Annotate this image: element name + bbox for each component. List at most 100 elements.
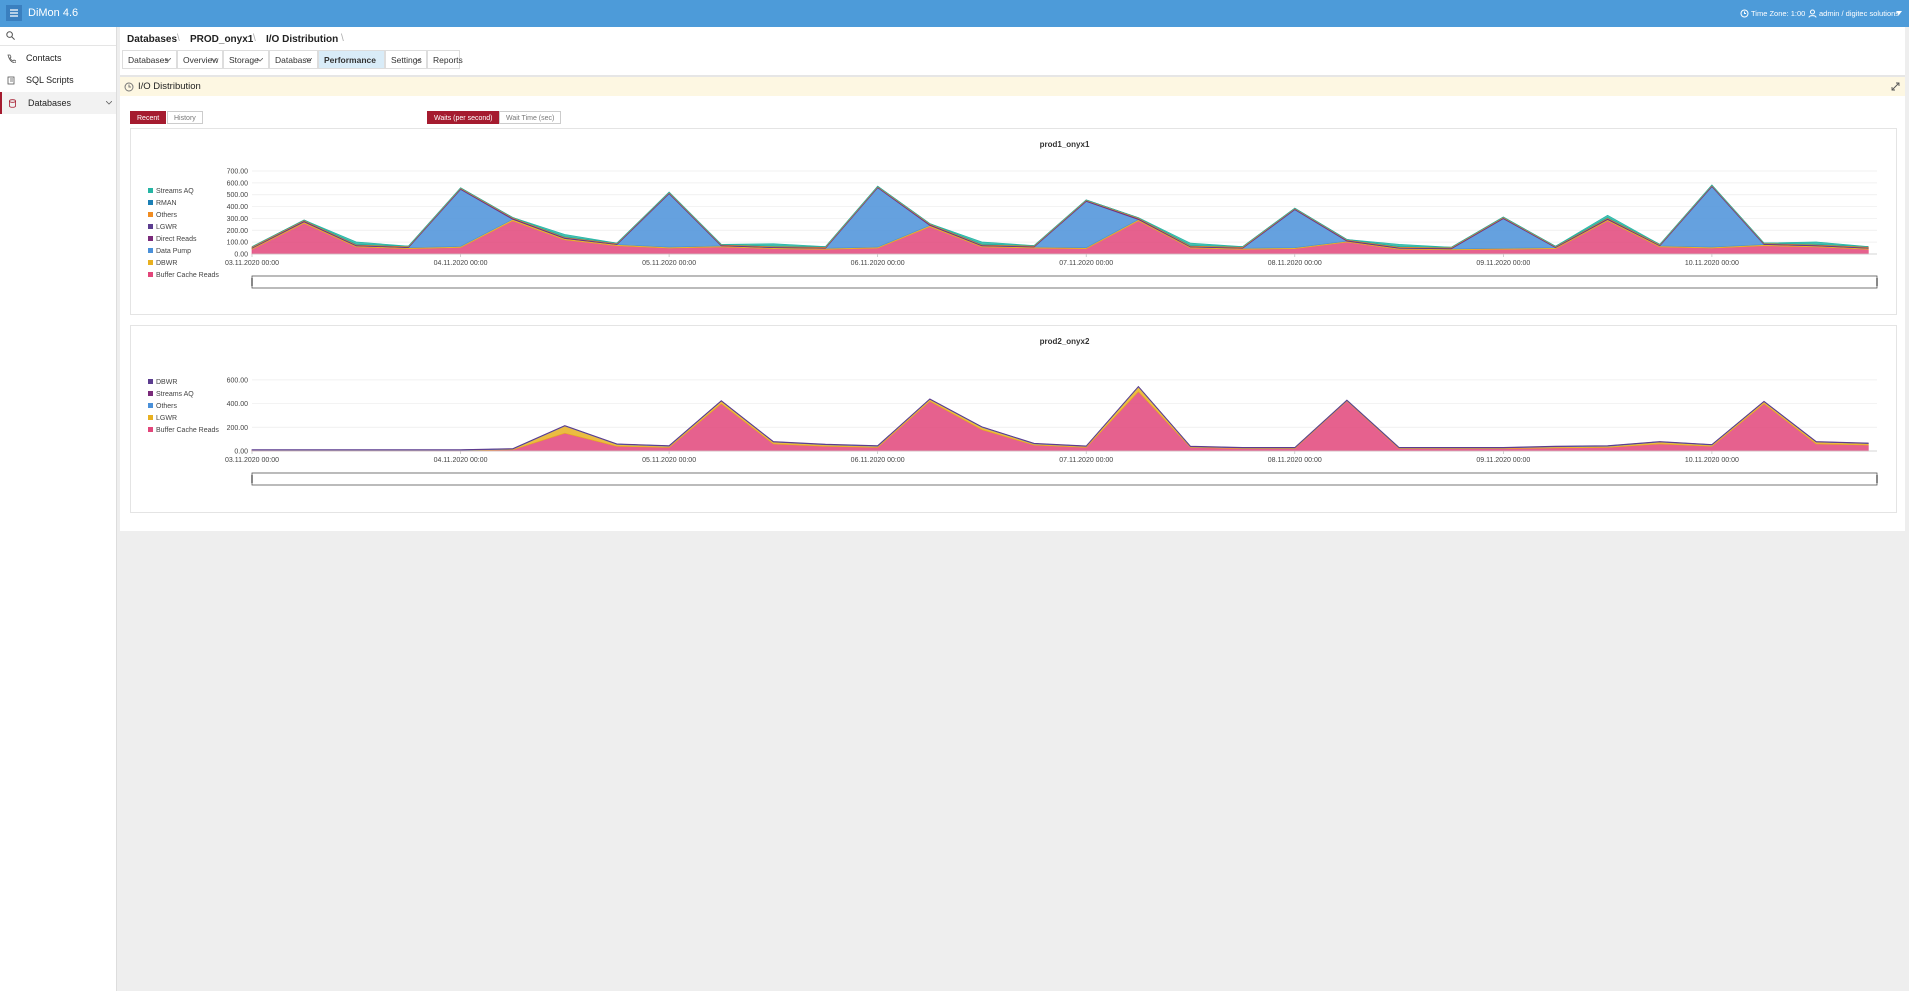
db-icon: [9, 99, 16, 108]
breadcrumb-sep: \: [177, 33, 180, 44]
x-tick-label: 07.11.2020 00:00: [1059, 457, 1113, 464]
tab[interactable]: Database: [269, 50, 318, 69]
tab-label: Database: [275, 55, 312, 65]
breadcrumb-sep: \: [253, 33, 256, 44]
tab[interactable]: Reports: [427, 50, 463, 69]
legend-swatch: [148, 188, 153, 193]
caret: [1896, 11, 1902, 15]
legend-swatch: [148, 200, 153, 205]
navigator-handle: [251, 475, 253, 483]
tab[interactable]: Storage: [223, 50, 269, 69]
panel-title: I/O Distribution: [138, 81, 201, 92]
x-tick-label: 03.11.2020 00:00: [225, 260, 279, 267]
legend-swatch: [148, 248, 153, 253]
history-button[interactable]: History: [167, 111, 203, 124]
tab[interactable]: Settings: [385, 50, 427, 69]
tab[interactable]: Overview: [177, 50, 223, 69]
legend-label: Direct Reads: [156, 236, 197, 243]
legend-label: Data Pump: [156, 248, 191, 255]
x-tick-label: 07.11.2020 00:00: [1059, 260, 1113, 267]
navigator: [251, 275, 1878, 289]
y-tick-label: 700.00: [227, 169, 249, 176]
x-tick-label: 03.11.2020 00:00: [225, 457, 279, 464]
app-title: DiMon 4.6: [28, 7, 79, 19]
chevron: [306, 58, 312, 62]
clock-icon: [1740, 9, 1749, 18]
legend-label: Streams AQ: [156, 188, 194, 195]
legend-label: RMAN: [156, 200, 177, 207]
legend-label: DBWR: [156, 379, 177, 386]
chart-title: prod1_onyx1: [1040, 140, 1090, 149]
x-tick-label: 08.11.2020 00:00: [1268, 260, 1322, 267]
x-tick-label: 04.11.2020 00:00: [434, 260, 488, 267]
expand-icon[interactable]: [1891, 82, 1900, 91]
menu-icon: [10, 9, 18, 17]
breadcrumb[interactable]: Databases: [127, 34, 178, 45]
x-tick-label: 05.11.2020 00:00: [642, 260, 696, 267]
x-tick-label: 05.11.2020 00:00: [642, 457, 696, 464]
legend-swatch: [148, 260, 153, 265]
chevron: [211, 58, 217, 62]
chart-card: prod1_onyx1 0.00 100.00 200.00 300.00 400.00 5…: [130, 128, 1897, 315]
legend-label: Others: [156, 403, 178, 410]
user-menu[interactable]: admin / digitec solutions: [1819, 9, 1900, 18]
x-tick-label: 10.11.2020 00:00: [1685, 260, 1739, 267]
legend-swatch: [148, 224, 153, 229]
nav-label: SQL Scripts: [26, 75, 74, 85]
breadcrumb: I/O Distribution: [266, 34, 339, 45]
chevron: [106, 101, 112, 105]
legend-swatch: [148, 391, 153, 396]
nav-label: Contacts: [26, 53, 62, 63]
tab-label: Storage: [229, 55, 259, 65]
legend-swatch: [148, 403, 153, 408]
chart-title: prod2_onyx2: [1040, 337, 1090, 346]
x-tick-label: 06.11.2020 00:00: [851, 457, 905, 464]
y-tick-label: 300.00: [227, 216, 249, 223]
x-tick-label: 04.11.2020 00:00: [434, 457, 488, 464]
y-tick-label: 200.00: [227, 425, 249, 432]
recent-button[interactable]: Recent: [130, 111, 167, 124]
x-tick-label: 06.11.2020 00:00: [851, 260, 905, 267]
y-tick-label: 600.00: [227, 180, 249, 187]
area: [251, 391, 1869, 452]
script-icon: [7, 76, 15, 85]
legend-swatch: [148, 272, 153, 277]
y-tick-label: 100.00: [227, 240, 249, 247]
tab-label: Reports: [433, 55, 463, 65]
area: [251, 184, 1869, 248]
sidebar: Contacts SQL Scripts Databases: [0, 27, 117, 991]
legend-swatch: [148, 212, 153, 217]
tab[interactable]: Databases: [122, 50, 177, 69]
search-box[interactable]: [0, 27, 116, 46]
legend-label: LGWR: [156, 415, 177, 422]
nav-item-active[interactable]: Databases: [0, 92, 116, 114]
waits-button[interactable]: Waits (per second): [427, 111, 500, 124]
legend-label: Buffer Cache Reads: [156, 427, 219, 434]
panel-header: I/O Distribution: [120, 75, 1905, 96]
menu-button[interactable]: [6, 5, 22, 21]
tab[interactable]: Performance: [318, 50, 385, 69]
top-bar: DiMon 4.6 Time Zone: 1:00 admin / digite…: [0, 0, 1909, 27]
breadcrumb-sep: \: [341, 33, 344, 44]
area: [251, 386, 1869, 451]
navigator: [251, 472, 1878, 486]
nav-item[interactable]: SQL Scripts: [0, 69, 116, 91]
nav-label: Databases: [28, 98, 72, 108]
chart: prod1_onyx1 0.00 100.00 200.00 300.00 400.00 5…: [148, 140, 1878, 289]
chevron: [415, 58, 421, 62]
search-icon: [6, 31, 15, 40]
breadcrumb[interactable]: PROD_onyx1: [190, 34, 254, 45]
tab-label: Performance: [324, 55, 376, 65]
y-tick-label: 400.00: [227, 401, 249, 408]
tab-label: Settings: [391, 55, 422, 65]
wait-time-button[interactable]: Wait Time (sec): [499, 111, 562, 124]
area: [251, 386, 1869, 451]
y-tick-label: 0.00: [234, 449, 248, 456]
time-zone[interactable]: Time Zone: 1:00: [1751, 9, 1806, 18]
phone-icon: [7, 54, 16, 63]
navigator-handle: [1876, 475, 1878, 483]
nav-item[interactable]: Contacts: [0, 47, 116, 69]
y-tick-label: 200.00: [227, 228, 249, 235]
legend-label: DBWR: [156, 260, 177, 267]
